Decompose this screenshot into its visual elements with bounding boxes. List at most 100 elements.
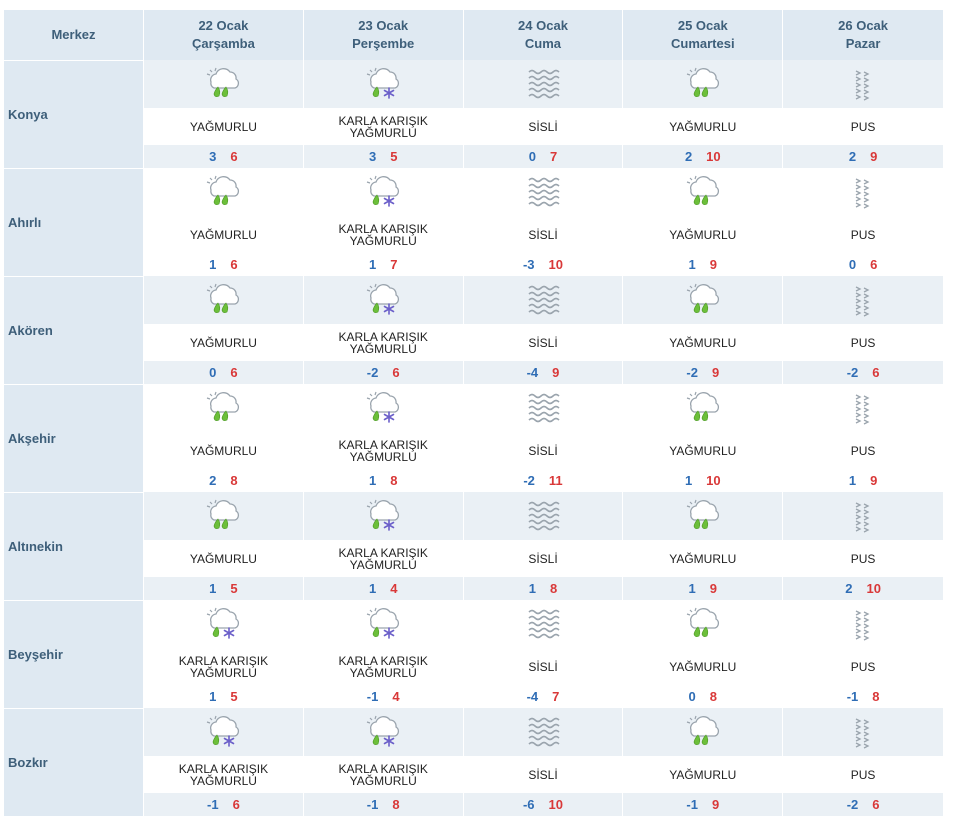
min-temperature: 0 (209, 365, 217, 380)
min-temperature: -6 (522, 797, 535, 812)
max-temperature: 8 (549, 581, 558, 596)
weather-icon-cell (303, 492, 464, 540)
min-temperature: 1 (368, 257, 377, 272)
weather-description-line: KARLA KARIŞIK (338, 221, 428, 236)
temperature-cell: 2 10 (783, 577, 943, 600)
max-temperature: 6 (232, 797, 240, 812)
min-temperature: 0 (848, 257, 857, 272)
sleet-icon (363, 172, 403, 212)
weather-description-line: YAĞMURLU (669, 443, 737, 458)
weather-icon-cell (144, 384, 304, 432)
temperature-cell: -4 9 (463, 361, 624, 384)
haze-icon (843, 172, 883, 212)
min-temperature: 2 (209, 473, 217, 488)
weather-description: KARLA KARIŞIK YAĞMURLU (144, 756, 304, 793)
rain-icon (683, 280, 723, 320)
city-rows: Konya YAĞMURLU KARLA KARIŞIK YAĞMURLU SİSLİ Y… (4, 60, 943, 816)
rain-icon (683, 388, 723, 428)
weather-icon-cell (623, 708, 784, 756)
weather-description-line: YAĞMURLU (189, 335, 257, 350)
weather-description-line: KARLA KARIŞIK (178, 653, 269, 668)
header-day-date: 22 Ocak (198, 18, 249, 33)
rain-icon (683, 712, 723, 752)
weather-description-line: KARLA KARIŞIK (338, 653, 428, 668)
max-temperature: 9 (870, 473, 878, 488)
weather-icon-cell (303, 60, 464, 108)
city-row: Ahırlı YAĞMURLU KARLA KARIŞIK YAĞMURLU SİSLİ… (4, 168, 943, 276)
forecast-table: Merkez 22 Ocak Çarşamba 23 Ocak Perşembe… (4, 10, 943, 816)
weather-description-line: SİSLİ (528, 767, 558, 782)
min-temperature: 1 (368, 581, 377, 596)
weather-description: KARLA KARIŞIK YAĞMURLU (303, 216, 464, 253)
weather-icon-cell (783, 276, 943, 324)
weather-icon-cell (303, 384, 464, 432)
city-name: Akşehir (4, 384, 144, 492)
haze-icon (843, 712, 883, 752)
weather-description-line: YAĞMURLU (189, 119, 257, 134)
weather-description: PUS (783, 108, 943, 145)
min-temperature: 0 (528, 149, 536, 164)
weather-icon-cell (623, 276, 784, 324)
weather-description-line: KARLA KARIŞIK (338, 113, 428, 128)
rain-icon (203, 388, 243, 428)
min-temperature: 1 (209, 689, 217, 704)
temperature-cell: 1 10 (623, 469, 784, 492)
header-day-weekday: Perşembe (352, 36, 415, 51)
rain-icon (203, 496, 243, 536)
weather-description: YAĞMURLU (144, 540, 304, 577)
city-name: Beyşehir (4, 600, 144, 708)
weather-icon-cell (144, 708, 304, 756)
weather-description: YAĞMURLU (623, 324, 784, 361)
weather-description-line: YAĞMURLU (669, 767, 737, 782)
weather-icon-cell (463, 384, 624, 432)
weather-description-line: YAĞMURLU (349, 773, 417, 788)
min-temperature: 1 (209, 257, 217, 272)
weather-description-line: PUS (850, 659, 876, 674)
max-temperature: 9 (552, 365, 560, 380)
city-row: Beyşehir KARLA KARIŞIK YAĞMURLU KARLA KARIŞ… (4, 600, 943, 708)
weather-icon-cell (144, 168, 304, 216)
weather-description: SİSLİ (463, 324, 624, 361)
weather-description: SİSLİ (463, 648, 624, 685)
header-day-date: 24 Ocak (518, 18, 568, 33)
temperature-cell: -1 6 (144, 793, 304, 816)
min-temperature: 2 (684, 149, 693, 164)
fog-icon (523, 604, 563, 644)
weather-description-line: YAĞMURLU (349, 557, 417, 572)
header-day-1: 22 Ocak Çarşamba (144, 10, 304, 60)
min-temperature: -3 (522, 257, 535, 272)
header-day-date: 25 Ocak (677, 18, 728, 33)
max-temperature: 9 (870, 149, 878, 164)
min-temperature: -2 (366, 365, 379, 380)
weather-description: KARLA KARIŞIK YAĞMURLU (303, 324, 464, 361)
weather-description: YAĞMURLU (623, 216, 784, 253)
city-row: Altınekin YAĞMURLU KARLA KARIŞIK YAĞMURLU Sİ… (4, 492, 943, 600)
max-temperature: 6 (230, 149, 238, 164)
weather-description-line: PUS (850, 227, 876, 242)
max-temperature: 4 (390, 581, 398, 596)
weather-description: YAĞMURLU (144, 324, 304, 361)
weather-description-line: YAĞMURLU (349, 449, 417, 464)
weather-description-line: YAĞMURLU (349, 125, 417, 140)
header-day-weekday: Cumartesi (671, 36, 735, 51)
weather-icon-cell (303, 276, 464, 324)
weather-icon-cell (303, 168, 464, 216)
min-temperature: -1 (207, 797, 219, 812)
weather-description-line: PUS (850, 767, 876, 782)
weather-description: YAĞMURLU (623, 648, 784, 685)
city-row: Akören YAĞMURLU KARLA KARIŞIK YAĞMURLU SİSLİ… (4, 276, 943, 384)
max-temperature: 7 (390, 257, 398, 272)
min-temperature: -1 (846, 689, 859, 704)
weather-description-line: KARLA KARIŞIK (338, 761, 428, 776)
max-temperature: 8 (872, 689, 880, 704)
min-temperature: -1 (686, 797, 698, 812)
temperature-cell: -1 8 (783, 685, 943, 708)
weather-description: PUS (783, 756, 943, 793)
weather-description: KARLA KARIŞIK YAĞMURLU (303, 756, 464, 793)
weather-description-line: KARLA KARIŞIK (338, 545, 428, 560)
weather-description: YAĞMURLU (144, 108, 304, 145)
temperature-cell: -4 7 (463, 685, 624, 708)
header-day-5: 26 Ocak Pazar (783, 10, 943, 60)
